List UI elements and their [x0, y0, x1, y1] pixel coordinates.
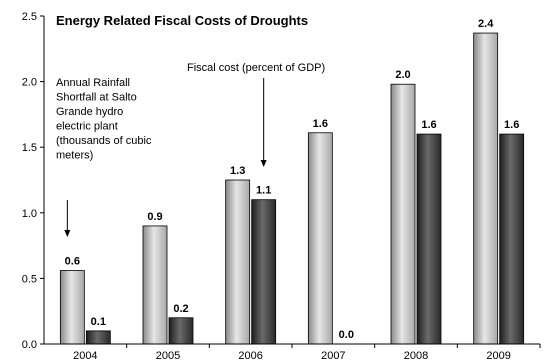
- data-labels: 0.6 0.1 0.9 0.2 1.3 1.1 1.6 0.0 2.0 1.6 2.4 1.6: [65, 18, 520, 341]
- bar-rainfall: [473, 32, 499, 345]
- annotation-rainfall-line: Annual Rainfall: [56, 77, 130, 89]
- data-label: 1.3: [230, 165, 245, 177]
- x-tick-label: 2009: [486, 350, 510, 362]
- y-tick-label: 2.5: [22, 11, 37, 23]
- bar-rainfall: [225, 179, 251, 345]
- data-label: 0.6: [65, 256, 80, 268]
- data-label: 1.6: [421, 119, 436, 131]
- y-tick-label: 1.5: [22, 142, 37, 154]
- annotation-rainfall-line: meters): [56, 150, 93, 162]
- y-ticks: 0.0 0.5 1.0 1.5 2.0 2.5: [22, 11, 44, 351]
- annotation-fiscal-arrowhead: [260, 160, 267, 167]
- data-label: 2.0: [395, 69, 410, 81]
- bar-fiscal: [168, 317, 194, 345]
- bar-rainfall: [142, 225, 168, 345]
- bar-fiscal: [251, 199, 277, 345]
- x-tick-label: 2004: [73, 350, 97, 362]
- bar-rainfall: [307, 132, 333, 345]
- data-label: 1.6: [504, 119, 519, 131]
- x-ticks: 2004 2005 2006 2007 2008 2009: [73, 344, 541, 362]
- y-tick-label: 0.5: [22, 273, 37, 285]
- x-tick-label: 2008: [404, 350, 428, 362]
- bar-rainfall: [59, 270, 85, 345]
- x-tick-label: 2006: [238, 350, 262, 362]
- bar-fiscal: [85, 330, 111, 345]
- x-tick-label: 2005: [156, 350, 180, 362]
- bar-rainfall: [390, 83, 416, 345]
- data-label: 0.0: [339, 329, 354, 341]
- data-label: 0.9: [147, 211, 162, 223]
- bar-fiscal: [499, 133, 525, 345]
- y-tick-label: 2.0: [22, 77, 37, 89]
- annotation-rainfall-line: Shortfall at Salto: [56, 92, 137, 104]
- y-tick-label: 1.0: [22, 208, 37, 220]
- data-label: 2.4: [478, 18, 494, 30]
- annotation-rainfall-line: Grande hydro: [56, 106, 123, 118]
- annotation-fiscal: Fiscal cost (percent of GDP): [187, 62, 325, 167]
- bar-fiscal: [416, 133, 442, 345]
- annotation-rainfall-arrowhead: [64, 230, 71, 237]
- annotation-rainfall-line: (thousands of cubic: [56, 135, 152, 147]
- data-label: 0.2: [173, 303, 188, 315]
- bars-layer: [59, 32, 525, 345]
- data-label: 1.1: [256, 185, 271, 197]
- data-label: 0.1: [91, 316, 106, 328]
- annotation-rainfall: Annual Rainfall Shortfall at Salto Grande …: [56, 77, 152, 237]
- data-label: 1.6: [313, 118, 328, 130]
- x-tick-label: 2007: [321, 350, 345, 362]
- y-tick-label: 0.0: [22, 339, 37, 351]
- chart-title: Energy Related Fiscal Costs of Droughts: [56, 13, 308, 28]
- annotation-fiscal-line: Fiscal cost (percent of GDP): [187, 62, 325, 74]
- annotation-rainfall-line: electric plant: [56, 121, 118, 133]
